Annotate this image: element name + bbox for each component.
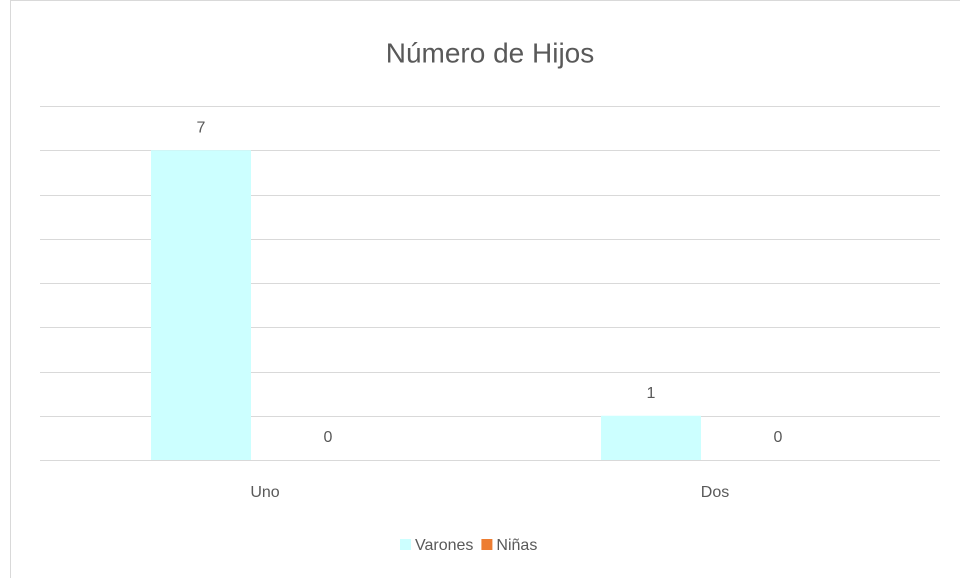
data-label: 0 bbox=[324, 429, 333, 446]
x-tick-label: Dos bbox=[701, 484, 729, 501]
legend-label: Niñas bbox=[496, 537, 537, 554]
data-label: 7 bbox=[197, 119, 206, 136]
bar bbox=[601, 415, 701, 460]
legend-swatch bbox=[400, 539, 411, 550]
data-label: 0 bbox=[774, 429, 783, 446]
legend-swatch bbox=[481, 539, 493, 550]
legend-label: Varones bbox=[415, 537, 473, 554]
x-tick-label: Uno bbox=[250, 484, 279, 501]
bar bbox=[151, 150, 251, 460]
data-label: 1 bbox=[647, 385, 656, 402]
chart-title: Número de Hijos bbox=[386, 37, 595, 68]
